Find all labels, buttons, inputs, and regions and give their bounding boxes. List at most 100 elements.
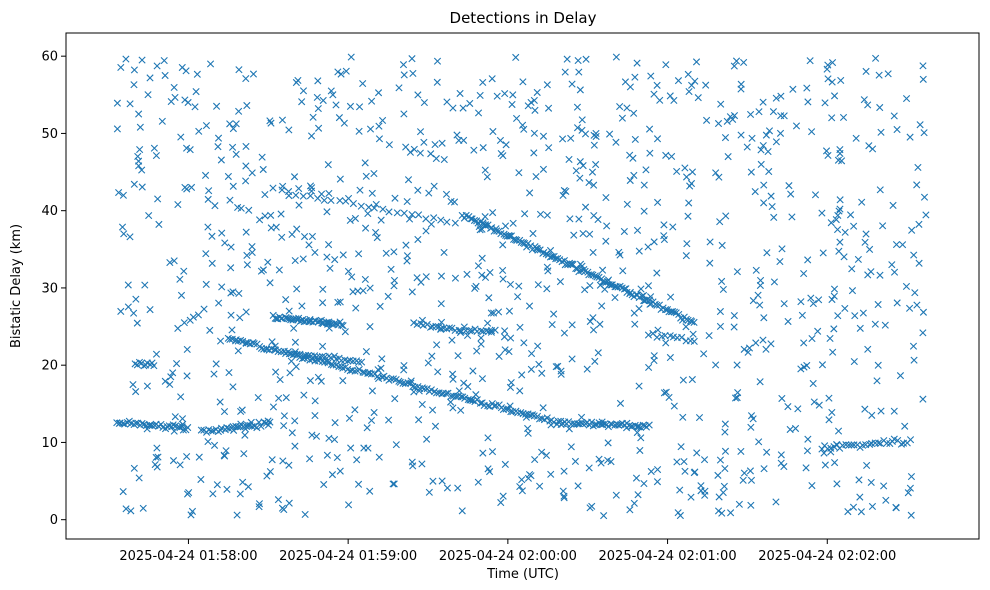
detection-marker (880, 482, 888, 490)
detection-marker (348, 273, 356, 281)
detection-marker (368, 387, 377, 395)
detection-marker (752, 266, 760, 274)
detection-marker (186, 146, 194, 154)
detection-marker (752, 339, 760, 347)
detection-marker (534, 246, 542, 254)
detection-marker (460, 323, 468, 331)
detection-marker (759, 336, 767, 344)
detection-marker (588, 502, 596, 510)
detection-marker (130, 309, 138, 317)
detection-marker (150, 144, 158, 152)
detection-marker (478, 254, 486, 262)
detection-marker (180, 319, 188, 327)
detection-marker (876, 186, 884, 194)
detection-marker (119, 488, 127, 496)
detection-marker (618, 114, 626, 122)
detection-marker (493, 227, 501, 235)
detection-marker (765, 167, 773, 176)
detection-marker (166, 380, 174, 389)
detection-marker (811, 191, 820, 199)
detection-marker (662, 61, 670, 69)
detection-marker (787, 190, 795, 198)
detection-marker (474, 478, 482, 486)
detection-marker (874, 300, 882, 309)
detection-marker (474, 262, 483, 270)
detection-marker (808, 334, 816, 343)
detection-marker (670, 402, 678, 410)
detection-marker (363, 424, 371, 432)
detection-marker (852, 134, 860, 142)
detection-marker (466, 396, 474, 404)
detection-marker (372, 228, 380, 237)
detection-marker (420, 385, 428, 393)
detection-marker (407, 377, 415, 385)
detection-marker (550, 310, 558, 318)
detection-marker (561, 68, 569, 76)
detection-marker (298, 98, 306, 106)
detection-marker (570, 231, 578, 239)
detection-marker (366, 323, 374, 331)
detection-marker (130, 180, 138, 188)
detection-marker (653, 81, 661, 89)
detection-marker (483, 173, 491, 181)
detection-marker (312, 432, 321, 440)
detection-marker (464, 395, 472, 404)
detection-marker (253, 424, 261, 432)
chart-title: Detections in Delay (450, 9, 597, 27)
detection-marker (384, 292, 392, 300)
detection-marker (469, 367, 477, 375)
detection-marker (238, 406, 246, 414)
detection-marker (359, 79, 367, 88)
detection-marker (833, 225, 842, 234)
detection-marker (865, 440, 874, 449)
detection-marker (249, 70, 258, 78)
detection-marker (400, 71, 408, 79)
detection-marker (317, 377, 325, 385)
detection-marker (678, 333, 686, 341)
detection-marker (706, 238, 714, 246)
detection-marker (454, 352, 462, 360)
detection-marker (662, 151, 670, 159)
detection-marker (367, 416, 376, 425)
detection-marker (544, 104, 553, 112)
detection-marker (236, 314, 244, 322)
detection-marker (214, 134, 223, 142)
detection-marker (589, 271, 597, 279)
detection-marker (718, 277, 726, 285)
detection-marker (577, 413, 586, 421)
detection-marker (448, 336, 456, 344)
detection-marker (130, 81, 138, 89)
detection-marker (481, 166, 489, 174)
detection-marker (650, 238, 658, 246)
detection-marker (152, 151, 160, 160)
detection-marker (285, 499, 293, 507)
detection-marker (268, 338, 276, 346)
detection-marker (400, 209, 408, 217)
detection-marker (910, 251, 918, 259)
detection-marker (236, 490, 244, 498)
detection-marker (375, 122, 383, 130)
detection-marker (803, 447, 812, 455)
detection-marker (902, 282, 911, 291)
detection-marker (130, 464, 138, 472)
detection-marker (685, 87, 693, 96)
detection-marker (759, 98, 767, 106)
detection-marker (311, 411, 319, 420)
detection-marker (475, 222, 483, 231)
detection-marker (176, 275, 184, 283)
detection-marker (505, 307, 514, 315)
detection-marker (279, 182, 287, 190)
detection-marker (846, 211, 855, 219)
detection-marker (740, 58, 748, 67)
detection-marker (627, 423, 635, 431)
detection-marker (210, 441, 219, 449)
detection-marker (804, 435, 812, 443)
detection-marker (519, 121, 527, 129)
detection-marker (445, 324, 454, 332)
detection-marker (300, 391, 308, 399)
detection-marker (730, 312, 738, 320)
detection-marker (282, 394, 290, 402)
detection-marker (702, 116, 711, 124)
detection-marker (135, 358, 144, 366)
